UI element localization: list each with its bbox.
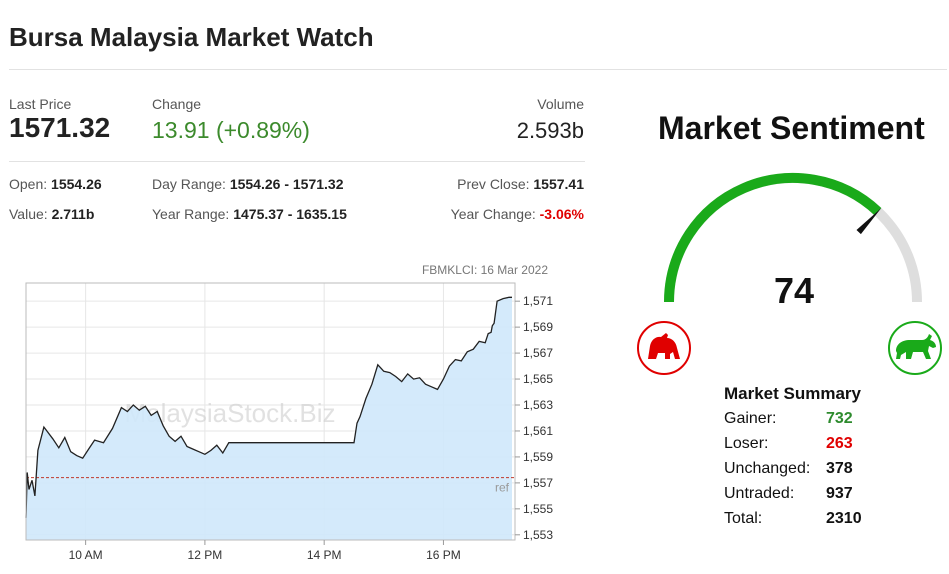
summary-value: 732: [826, 410, 853, 427]
y-tick-label: 1,563: [523, 398, 553, 412]
summary-label: Total:: [724, 510, 763, 527]
stat-day-range: Day Range: 1554.26 - 1571.32: [152, 176, 343, 192]
summary-row-unchanged: Unchanged: 378: [724, 460, 861, 485]
stat-year-range: Year Range: 1475.37 - 1635.15: [152, 206, 347, 222]
plot-frame: [25, 282, 516, 541]
stat-value-label: Value:: [9, 206, 48, 222]
stat-open-label: Open:: [9, 176, 48, 192]
x-tick-label: 16 PM: [426, 548, 461, 562]
y-tick-label: 1,561: [523, 424, 553, 438]
y-tick-label: 1,555: [523, 502, 553, 516]
price-area: [26, 297, 512, 540]
stat-open: Open: 1554.26: [9, 176, 102, 192]
sentiment-gauge: 74: [637, 173, 942, 375]
volume-value: 2.593b: [516, 118, 584, 143]
stat-year-change: Year Change: -3.06%: [451, 206, 584, 222]
change-label: Change: [152, 96, 202, 112]
summary-value: 2310: [826, 510, 862, 527]
stat-year-range-label: Year Range:: [152, 206, 230, 222]
sentiment-value: 74: [774, 270, 814, 311]
y-tick-label: 1,553: [523, 528, 553, 542]
x-axis: 10 AM 12 PM 14 PM 16 PM: [69, 540, 461, 562]
last-price-value: 1571.32: [9, 112, 111, 143]
stats-divider: [9, 161, 585, 162]
stat-prev-close: Prev Close: 1557.41: [457, 176, 584, 192]
sentiment-title: Market Sentiment: [658, 110, 925, 146]
stat-open-value: 1554.26: [51, 176, 102, 192]
gauge-fill: [664, 173, 882, 303]
stat-prev-close-value: 1557.41: [533, 176, 584, 192]
bull-icon: [888, 321, 942, 375]
change-value: 13.91 (+0.89%): [152, 117, 310, 143]
stat-year-range-value: 1475.37 - 1635.15: [233, 206, 347, 222]
summary-label: Untraded:: [724, 485, 795, 502]
summary-label: Gainer:: [724, 410, 777, 427]
y-axis: 1,571 1,569 1,567 1,565 1,563 1,561 1,559 1,557…: [515, 294, 553, 542]
x-tick-label: 14 PM: [307, 548, 342, 562]
title-divider: [9, 69, 947, 70]
x-tick-label: 10 AM: [69, 548, 103, 562]
summary-row-total: Total: 2310: [724, 510, 862, 535]
summary-value: 263: [826, 435, 853, 452]
y-tick-label: 1,571: [523, 294, 553, 308]
volume-label: Volume: [537, 96, 584, 112]
y-tick-label: 1,557: [523, 476, 553, 490]
stat-day-range-value: 1554.26 - 1571.32: [229, 176, 344, 192]
market-summary: Market Summary Gainer: 732 Loser: 263 Un…: [724, 384, 862, 535]
bear-icon: [637, 321, 691, 375]
price-line: [25, 296, 512, 518]
stat-year-change-value: -3.06%: [539, 206, 584, 222]
reference-label: ref: [495, 481, 510, 495]
y-tick-label: 1,565: [523, 372, 553, 386]
summary-title: Market Summary: [724, 384, 862, 403]
gauge-needle: [856, 208, 882, 235]
page-title: Bursa Malaysia Market Watch: [9, 22, 374, 52]
summary-row-gainer: Gainer: 732: [724, 410, 861, 435]
summary-label: Loser:: [724, 435, 769, 452]
x-tick-label: 12 PM: [188, 548, 223, 562]
stat-value: Value: 2.711b: [9, 206, 94, 222]
y-tick-label: 1,567: [523, 346, 553, 360]
summary-value: 937: [826, 485, 853, 502]
chart-title: FBMKLCI: 16 Mar 2022: [422, 263, 548, 277]
stat-value-value: 2.711b: [51, 206, 95, 222]
intraday-chart: FBMKLCI: 16 Mar 2022 MalaysiaStock.Biz r…: [25, 263, 553, 562]
summary-value: 378: [826, 460, 853, 477]
y-tick-label: 1,569: [523, 320, 553, 334]
stat-year-change-label: Year Change:: [450, 206, 536, 222]
last-price-label: Last Price: [9, 96, 72, 112]
stat-day-range-label: Day Range:: [152, 176, 226, 192]
stat-prev-close-label: Prev Close:: [457, 176, 530, 192]
summary-label: Unchanged:: [724, 460, 811, 477]
y-tick-label: 1,559: [523, 450, 553, 464]
summary-row-loser: Loser: 263: [724, 435, 861, 460]
summary-row-untraded: Untraded: 937: [724, 485, 861, 510]
